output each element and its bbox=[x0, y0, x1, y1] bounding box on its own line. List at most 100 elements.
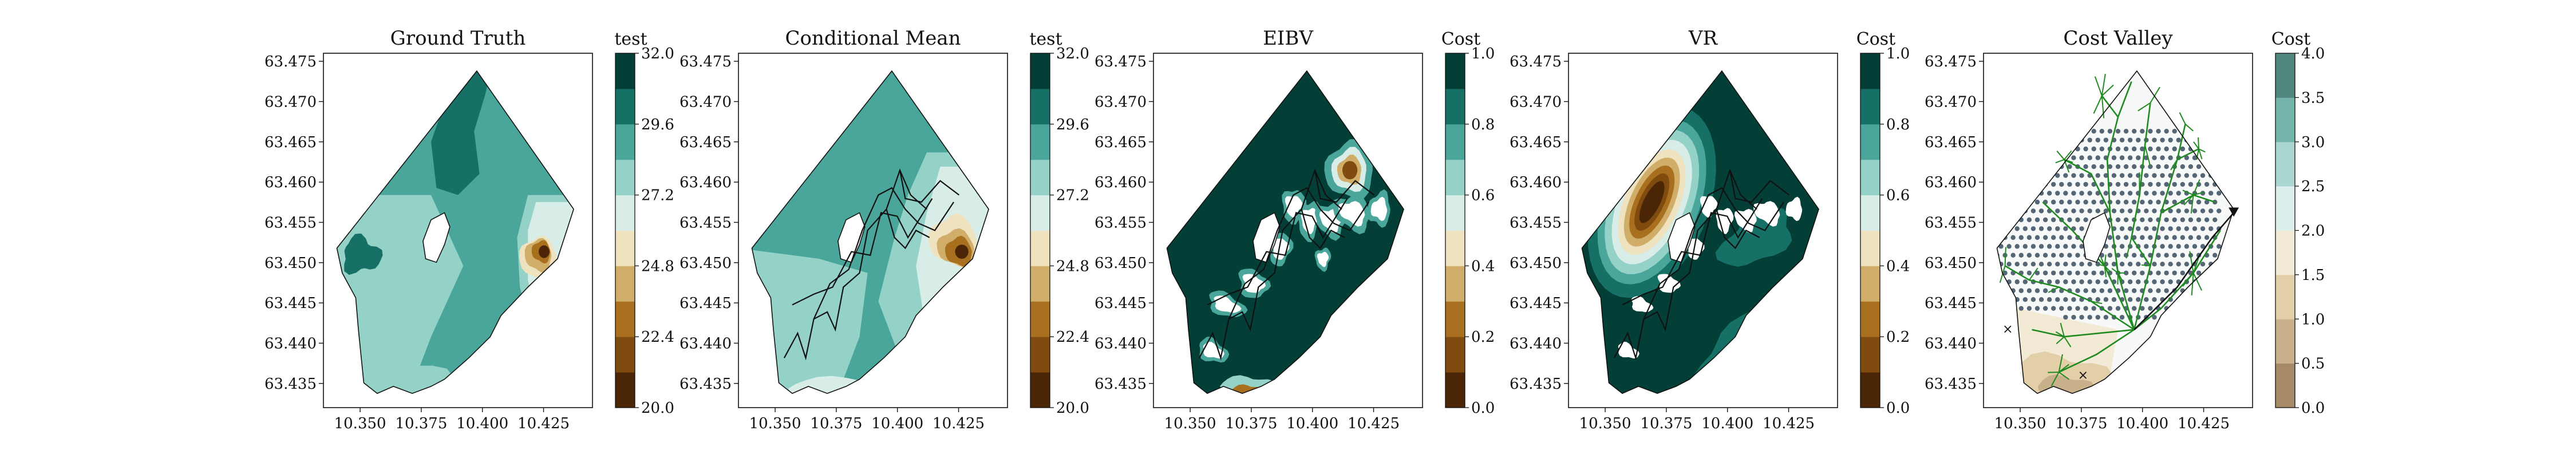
grid-point bbox=[2148, 288, 2153, 293]
colorbar-segment bbox=[1860, 124, 1880, 160]
y-tick-label: 63.440 bbox=[1925, 335, 1977, 352]
grid-point bbox=[2002, 306, 2008, 311]
grid-point bbox=[2152, 226, 2157, 231]
grid-point bbox=[2095, 208, 2100, 214]
colorbar-tick-label: 0.5 bbox=[2301, 356, 2325, 373]
colorbar-tick-label: 4.0 bbox=[2301, 45, 2325, 62]
grid-point bbox=[2115, 164, 2121, 169]
domain-boundary bbox=[751, 70, 989, 394]
grid-point bbox=[2055, 137, 2060, 143]
grid-point bbox=[2156, 128, 2161, 134]
grid-point bbox=[1998, 226, 2004, 231]
grid-point bbox=[2132, 128, 2137, 134]
grid-point bbox=[2059, 270, 2064, 275]
grid-point bbox=[2059, 235, 2064, 240]
colorbar-tick-label: 20.0 bbox=[641, 400, 674, 417]
colorbar-segment bbox=[1030, 124, 1050, 160]
grid-point bbox=[2002, 146, 2008, 152]
colorbar-segment bbox=[2275, 363, 2295, 408]
grid-point bbox=[2051, 128, 2056, 134]
colorbar-tick-label: 24.8 bbox=[641, 258, 674, 275]
grid-point bbox=[2083, 146, 2088, 152]
grid-point bbox=[2217, 137, 2222, 143]
grid-point bbox=[2184, 173, 2190, 178]
grid-point bbox=[2180, 146, 2185, 152]
colorbar-tick-label: 3.5 bbox=[2301, 89, 2325, 106]
grid-point bbox=[2063, 173, 2068, 178]
grid-point bbox=[2018, 199, 2024, 205]
contour-level bbox=[1338, 201, 1365, 227]
tree-branch bbox=[2064, 159, 2111, 214]
grid-point bbox=[2200, 137, 2206, 143]
grid-point bbox=[2168, 314, 2173, 320]
grid-point bbox=[2196, 306, 2202, 311]
grid-point bbox=[2099, 128, 2104, 134]
grid-point bbox=[2067, 217, 2072, 223]
grid-point bbox=[1997, 146, 2000, 152]
y-tick-label: 63.435 bbox=[1925, 376, 1977, 393]
x-tick-label: 10.425 bbox=[2178, 415, 2230, 432]
contour-level bbox=[1231, 384, 1266, 394]
y-tick-label: 63.460 bbox=[1925, 174, 1977, 191]
x-tick-label: 10.425 bbox=[933, 415, 985, 432]
grid-point bbox=[2212, 146, 2218, 152]
colorbar-segment bbox=[1445, 124, 1465, 160]
grid-point bbox=[2091, 306, 2096, 311]
grid-point bbox=[2115, 252, 2121, 258]
grid-point bbox=[2095, 155, 2100, 160]
grid-point bbox=[2148, 146, 2153, 152]
grid-point bbox=[2046, 155, 2052, 160]
grid-point bbox=[2119, 208, 2125, 214]
grid-point bbox=[2095, 137, 2100, 143]
grid-point bbox=[2200, 279, 2206, 285]
colorbar-segment bbox=[615, 88, 635, 125]
grid-point bbox=[2026, 288, 2032, 293]
plot-frame bbox=[738, 53, 1008, 408]
grid-point bbox=[2200, 173, 2206, 178]
grid-point bbox=[2002, 217, 2008, 223]
grid-point bbox=[2051, 181, 2056, 187]
colorbar-tick-label: 0.0 bbox=[1471, 400, 1495, 417]
tree-twig bbox=[2198, 137, 2199, 149]
grid-point bbox=[2075, 199, 2080, 205]
grid-point bbox=[2140, 217, 2145, 223]
panel-title: Conditional Mean bbox=[785, 27, 961, 50]
y-tick-label: 63.470 bbox=[1510, 93, 1562, 110]
colorbar-segment bbox=[1030, 301, 1050, 337]
contour-level bbox=[1631, 296, 1654, 313]
contour-level bbox=[1370, 196, 1388, 222]
grid-point bbox=[2034, 217, 2040, 223]
grid-point bbox=[2083, 288, 2088, 293]
grid-point bbox=[2002, 288, 2008, 293]
trajectory-segment bbox=[1643, 187, 1784, 319]
grid-point bbox=[2164, 164, 2169, 169]
grid-point bbox=[2168, 155, 2173, 160]
grid-point bbox=[2123, 128, 2129, 134]
colorbar-tick-label: 2.0 bbox=[2301, 223, 2325, 240]
colorbar-segment bbox=[1030, 337, 1050, 373]
grid-point bbox=[2067, 306, 2072, 311]
contour-level bbox=[1285, 196, 1303, 218]
grid-point bbox=[2071, 155, 2076, 160]
tree-twig bbox=[2182, 273, 2194, 287]
tree-twig bbox=[2101, 84, 2114, 97]
x-tick-label: 10.375 bbox=[1640, 415, 1692, 432]
grid-point bbox=[2014, 137, 2020, 143]
domain-boundary bbox=[1996, 70, 2234, 394]
grid-point bbox=[2022, 244, 2028, 249]
colorbar-tick-label: 1.0 bbox=[2301, 311, 2325, 328]
tree-twig bbox=[2048, 286, 2060, 293]
tree-twig bbox=[2111, 268, 2119, 274]
colorbar-segment bbox=[1030, 230, 1050, 266]
grid-point bbox=[2079, 226, 2084, 231]
grid-point bbox=[2034, 270, 2040, 275]
grid-point bbox=[2127, 191, 2133, 196]
grid-point bbox=[2018, 128, 2024, 134]
trajectory-segment bbox=[1716, 209, 1760, 250]
grid-point bbox=[2063, 297, 2068, 302]
grid-point bbox=[2140, 235, 2145, 240]
grid-point bbox=[2144, 208, 2149, 214]
colorbar-title: Cost bbox=[2271, 29, 2310, 49]
tree-twig bbox=[2179, 112, 2186, 125]
y-tick-label: 63.465 bbox=[679, 134, 732, 151]
